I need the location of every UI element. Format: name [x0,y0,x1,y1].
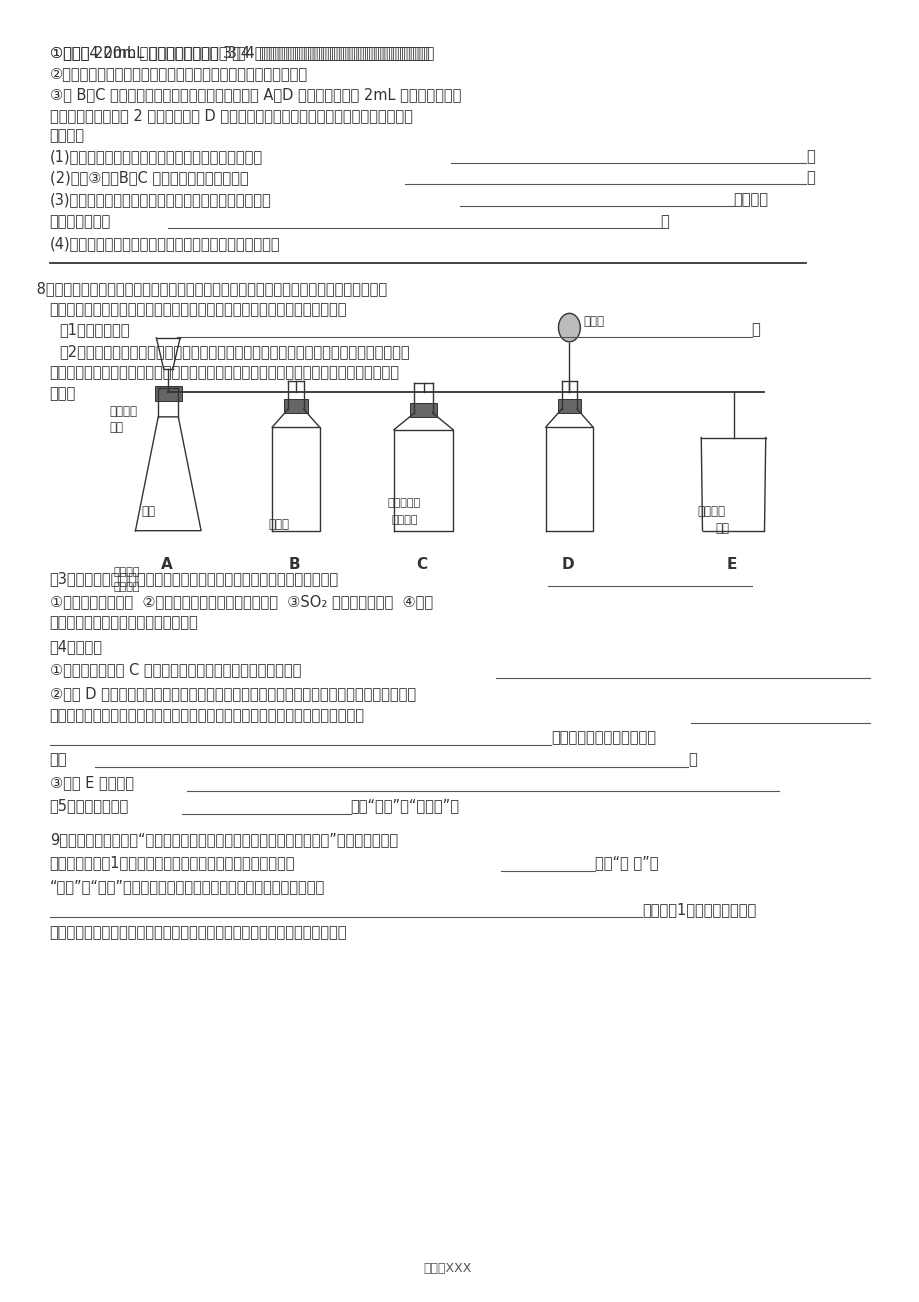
Text: B: B [289,556,300,572]
Text: 色发生变化，当有二氧化硫气体通过时发现湿润的蓝色石蕊试纸变红。此现象说明: 色发生变化，当有二氧化硫气体通过时发现湿润的蓝色石蕊试纸变红。此现象说明 [50,708,364,723]
Text: （3）查阅资料：你认为该实验小组需要掌握的资料内容应包括（填序号）: （3）查阅资料：你认为该实验小组需要掌握的资料内容应包括（填序号） [50,570,338,586]
Text: 授课：XXX: 授课：XXX [423,1262,471,1275]
Text: 二氧化硫: 二氧化硫 [113,566,140,577]
Text: (1)小红按课本进行实验时闻到刺激性气味，说明分子: (1)小红按课本进行实验时闻到刺激性气味，说明分子 [50,148,263,164]
Text: （填“偏 高”、: （填“偏 高”、 [595,855,658,871]
Bar [284,398,308,413]
Text: 氢氧化钠: 氢氧化钠 [697,505,724,518]
Text: 9、小明和小芳在讨论“能否用蜡烛燃烧法来粗略测定空气中氧气的含量”这一问题时，小: 9、小明和小芳在讨论“能否用蜡烛燃烧法来粗略测定空气中氧气的含量”这一问题时，小 [50,832,397,848]
Text: 干燥的蓝色: 干燥的蓝色 [387,499,420,508]
Text: （2）设计方案：先验证水能否使蓝色石蕊试纸变色，再验证二氧化硫气体能否使干燥的蓝: （2）设计方案：先验证水能否使蓝色石蕊试纸变色，再验证二氧化硫气体能否使干燥的蓝 [59,345,409,359]
Text: ③在 B、C 试管内分别倒入适量的沸水备用。另在 A、D 试管中分别倒入 2mL 浓氨水，立即用: ③在 B、C 试管内分别倒入适量的沸水备用。另在 A、D 试管中分别倒入 2mL… [50,87,460,102]
Text: 固体: 固体 [108,421,123,434]
Text: ②取少量上述溶液于试管中，向其中慢慢滴加浓氨水，观察现象。: ②取少量上述溶液于试管中，向其中慢慢滴加浓氨水，观察现象。 [50,66,308,81]
Text: A: A [161,556,173,572]
Text: 硫酸: 硫酸 [141,505,154,518]
Text: （填“成立”或“不成立”）: （填“成立”或“不成立”） [350,798,460,814]
Text: 蒸馏水: 蒸馏水 [583,315,604,328]
Text: （4）实验：: （4）实验： [50,639,103,655]
Text: 某实验小组对此进行探究，设计的探究过程如下。请你回答其中的有关问题：: 某实验小组对此进行探究，设计的探究过程如下。请你回答其中的有关问题： [50,302,346,316]
Text: 浓硫酸: 浓硫酸 [268,518,289,531]
Text: 芳认为：通过图1装置，用蜡烛燃烧法测得空气中氧气的含量会: 芳认为：通过图1装置，用蜡烛燃烧法测得空气中氧气的含量会 [50,855,295,871]
Text: “偏低”或“不变”）。她根据蜡烛燃烧产物的特点阐述了自己的理由：: “偏低”或“不变”）。她根据蜡烛燃烧产物的特点阐述了自己的理由： [50,879,324,893]
Text: 亚硫酸钠: 亚硫酸钠 [108,405,137,418]
Text: ①向盛有4 20mL 蒸馏水的烧杯中滴入3－4 滴无色酵酸溶液，搞拌均匀，观察溶液颜色。: ①向盛有4 20mL 蒸馏水的烧杯中滴入3－4 滴无色酵酸溶液，搞拌均匀，观察溶… [50,46,434,61]
Text: 带橡皮塞的导管按图 2 连接好，并将 D 试管放置在沸水中，同时打开弹簧夹，观察现象。: 带橡皮塞的导管按图 2 连接好，并将 D 试管放置在沸水中，同时打开弹簧夹，观察… [50,108,413,122]
Text: ；: ； [751,323,760,337]
Text: ，此过程中反应的化学方程: ，此过程中反应的化学方程 [550,730,655,745]
Text: 请回答：: 请回答： [50,129,85,143]
Text: （1）做出假设：: （1）做出假设： [59,323,130,337]
Text: 。: 。 [687,753,696,767]
Text: （5）结论：原假设: （5）结论：原假设 [50,798,129,814]
Text: D: D [562,556,574,572]
Text: (4)举出生活中与改进后实验所得新结论类似的一个例子。: (4)举出生活中与改进后实验所得新结论类似的一个例子。 [50,236,280,251]
Text: ③装置 E 的作用是: ③装置 E 的作用是 [50,775,133,790]
Text: 8、我们知道二氧化碳与水反应生成碳酸，那么二氧化硫与水是否也能反应生成一种酸呢？: 8、我们知道二氧化碳与水反应生成碳酸，那么二氧化硫与水是否也能反应生成一种酸呢？ [31,281,386,296]
Text: ；改进实: ；改进实 [732,191,767,207]
Ellipse shape [558,314,580,342]
Bar [154,385,182,401]
Text: ②装置 D 中胶头滴管中的蒸馏水在二氧化硫气体生成之前滴到蓝色石蕊试纸上，未见试纸颜: ②装置 D 中胶头滴管中的蒸馏水在二氧化硫气体生成之前滴到蓝色石蕊试纸上，未见试… [50,686,415,700]
Text: (3)对比课本实验，小红的改进实验还可得到的新结论是: (3)对比课本实验，小红的改进实验还可得到的新结论是 [50,191,271,207]
Text: 验装置的优点是: 验装置的优点是 [50,214,111,229]
Text: 色石蕊试纸变色，最后验证二氧化硫气体能否使湿润的蓝色石蕊试纸变红，实验装置和药品: 色石蕊试纸变色，最后验证二氧化硫气体能否使湿润的蓝色石蕊试纸变红，实验装置和药品 [50,365,400,380]
Text: 如图：: 如图： [50,385,76,401]
Text: 式为: 式为 [50,753,67,767]
Text: 制取装置: 制取装置 [113,582,140,592]
Text: 溶液: 溶液 [714,522,729,535]
Text: E: E [725,556,736,572]
Text: ，并用图1装置进行实验，证: ，并用图1装置进行实验，证 [641,902,755,917]
Text: 。: 。 [806,148,814,164]
Text: 。: 。 [806,169,814,185]
Text: 实了自己的结论。（注：本题实验中装置的气密性良好，水槽中的液体是水）: 实了自己的结论。（注：本题实验中装置的气密性良好，水槽中的液体是水） [50,926,346,940]
Text: C: C [415,556,427,572]
Bar [557,398,581,413]
Text: 化硫有毒，能与碱溶液反应生成盐和水: 化硫有毒，能与碱溶液反应生成盐和水 [50,615,199,630]
Text: (2)操作③中，B、C 试管中可观察到的现象是: (2)操作③中，B、C 试管中可观察到的现象是 [50,169,248,185]
Text: ①向盛有 20mL 蒸馏水的烧杯中滴入 3－4 滴无色酚酞溶液，搅拌均匀，观察溶液颜色。: ①向盛有 20mL 蒸馏水的烧杯中滴入 3－4 滴无色酚酞溶液，搅拌均匀，观察溶… [50,46,429,61]
Bar [409,402,437,417]
Text: ①二氧化硫易溶于水  ②酸能使湿润的蓝色石蕊试纸变红  ③SO₂ 不与浓硫酸反应  ④二氧: ①二氧化硫易溶于水 ②酸能使湿润的蓝色石蕊试纸变红 ③SO₂ 不与浓硫酸反应 ④… [50,594,433,609]
Text: ①实验过程中装置 C 内石蕊试纸的颜色始终没有变化，这说明: ①实验过程中装置 C 内石蕊试纸的颜色始终没有变化，这说明 [50,663,301,677]
Text: 石蕊试纸: 石蕊试纸 [391,516,417,525]
Text: 。: 。 [660,214,669,229]
